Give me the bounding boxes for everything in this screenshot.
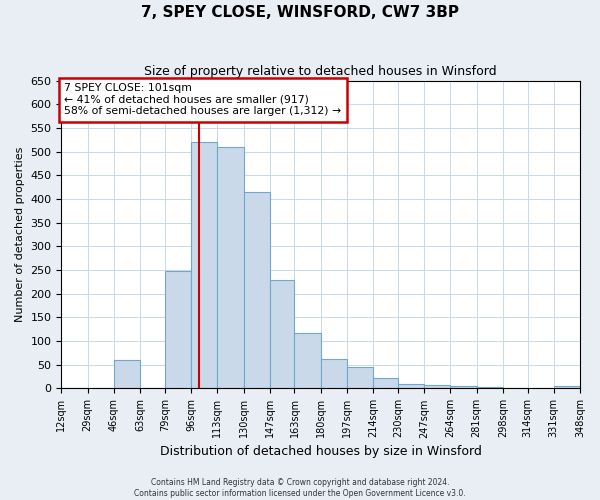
Text: 7, SPEY CLOSE, WINSFORD, CW7 3BP: 7, SPEY CLOSE, WINSFORD, CW7 3BP xyxy=(141,5,459,20)
Bar xyxy=(476,387,503,388)
Bar xyxy=(347,367,373,388)
Bar xyxy=(295,332,321,388)
Title: Size of property relative to detached houses in Winsford: Size of property relative to detached ho… xyxy=(145,65,497,78)
Bar xyxy=(398,384,424,388)
Bar xyxy=(451,386,476,388)
Bar xyxy=(217,147,244,388)
Bar xyxy=(373,378,398,388)
X-axis label: Distribution of detached houses by size in Winsford: Distribution of detached houses by size … xyxy=(160,444,482,458)
Text: Contains HM Land Registry data © Crown copyright and database right 2024.
Contai: Contains HM Land Registry data © Crown c… xyxy=(134,478,466,498)
Bar xyxy=(321,358,347,388)
Bar xyxy=(270,280,295,388)
Bar xyxy=(244,192,270,388)
Bar xyxy=(554,386,580,388)
Text: 7 SPEY CLOSE: 101sqm
← 41% of detached houses are smaller (917)
58% of semi-deta: 7 SPEY CLOSE: 101sqm ← 41% of detached h… xyxy=(64,83,341,116)
Bar xyxy=(191,142,217,388)
Y-axis label: Number of detached properties: Number of detached properties xyxy=(15,147,25,322)
Bar xyxy=(114,360,140,388)
Bar xyxy=(424,384,451,388)
Bar xyxy=(165,271,191,388)
